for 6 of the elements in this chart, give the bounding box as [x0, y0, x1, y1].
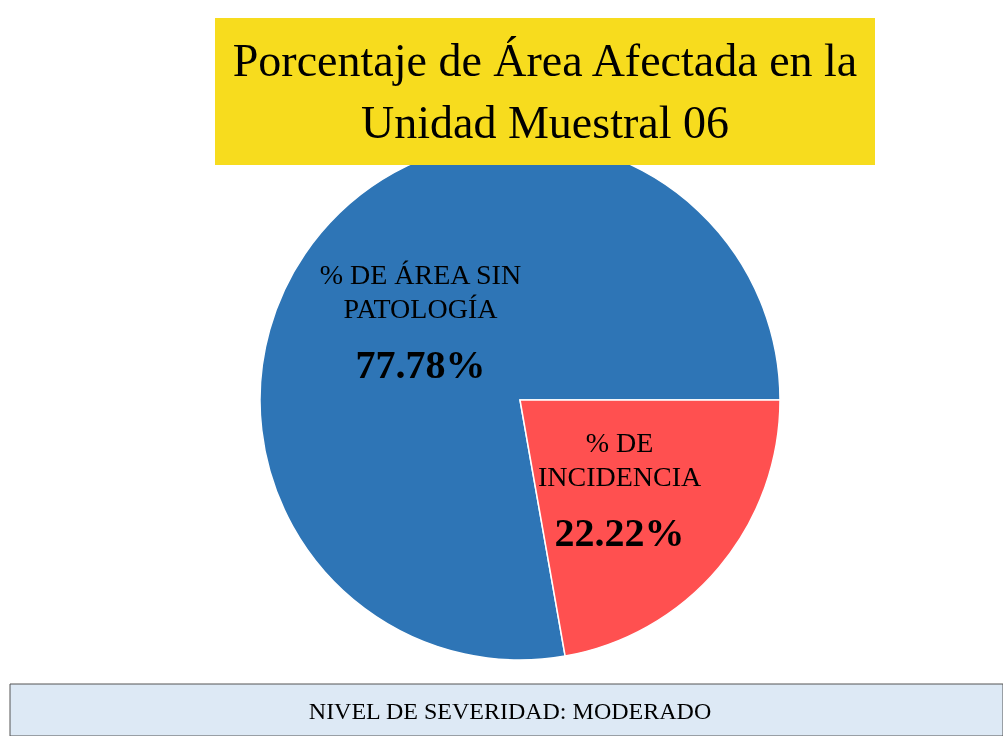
slice-label: % DE ÁREA SIN PATOLOGÍA: [319, 259, 522, 325]
text: NIVEL DE SEVERIDAD: MODERADO: [308, 698, 712, 724]
data-label: 77.78%: [355, 342, 486, 388]
data-label: 22.22%: [554, 509, 685, 555]
slice-label: % DE INCIDENCIA: [537, 426, 703, 492]
chart-title: Porcentaje de Área Afectada en la Unidad Muestral 06: [232, 35, 858, 148]
